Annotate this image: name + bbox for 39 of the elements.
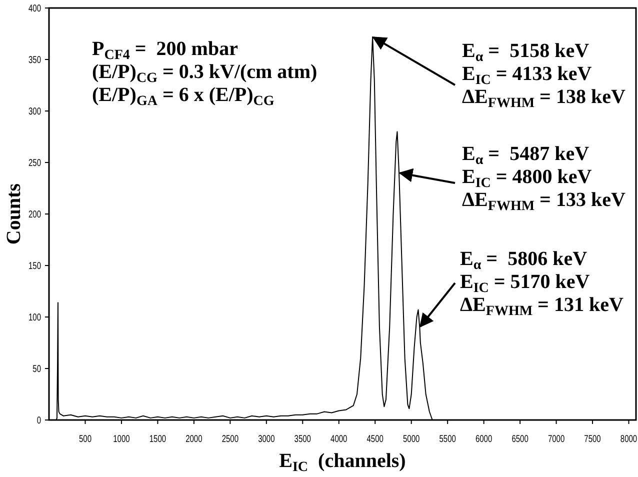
annotation: ΔE$_{FWHM}$ = 138 keV xyxy=(462,86,626,112)
annotation: E$_{α}$ = 5158 keV xyxy=(462,40,590,66)
x-tick-label: 500 xyxy=(78,432,92,444)
y-tick-label: 400 xyxy=(28,2,42,14)
annotation: (E/P)$_{GA}$ = 6 x (E/P)$_{CG}$ xyxy=(92,84,274,110)
annotation: E$_{IC}$ = 4133 keV xyxy=(462,63,592,88)
x-tick-label: 8000 xyxy=(620,432,638,444)
x-tick-label: 3500 xyxy=(294,432,312,444)
annotation: P$_{CF4}$ = 200 mbar xyxy=(92,38,238,64)
annotation: E$_{IC}$ = 5170 keV xyxy=(460,271,590,296)
y-tick-label: 150 xyxy=(28,260,42,272)
y-tick-label: 0 xyxy=(36,414,42,426)
x-tick-label: 7500 xyxy=(584,432,601,444)
annotation: E$_{α}$ = 5487 keV xyxy=(462,143,590,168)
x-tick-label: 1000 xyxy=(113,432,130,444)
x-tick-label: 6000 xyxy=(475,432,492,444)
y-axis-title: Counts xyxy=(3,183,25,245)
annotation: E$_{IC}$ = 4800 keV xyxy=(462,166,592,192)
y-tick-label: 350 xyxy=(28,54,42,66)
annotation: (E/P)$_{CG}$ = 0.3 kV/(cm atm) xyxy=(92,61,318,86)
x-tick-label: 2500 xyxy=(222,432,239,444)
x-tick-label: 7000 xyxy=(548,432,565,444)
y-tick-label: 50 xyxy=(32,362,42,374)
x-tick-label: 6500 xyxy=(512,432,528,444)
y-tick-label: 300 xyxy=(28,105,42,117)
x-tick-label: 3000 xyxy=(258,432,275,444)
annotation: E$_{α}$ = 5806 keV xyxy=(460,248,588,274)
x-axis-title: E$_{IC}$ (channels) xyxy=(279,450,406,476)
y-tick-label: 100 xyxy=(28,311,42,323)
x-tick-label: 5500 xyxy=(439,432,456,444)
annotation: ΔE$_{FWHM}$ = 131 keV xyxy=(460,294,624,320)
x-tick-label: 4500 xyxy=(366,432,384,444)
y-tick-label: 200 xyxy=(28,208,42,220)
x-tick-label: 2000 xyxy=(186,432,202,444)
x-tick-label: 5000 xyxy=(403,432,420,444)
x-tick-label: 1500 xyxy=(149,432,166,444)
y-tick-label: 250 xyxy=(28,156,42,168)
x-tick-label: 4000 xyxy=(330,432,348,444)
annotation: ΔE$_{FWHM}$ = 133 keV xyxy=(462,189,626,214)
